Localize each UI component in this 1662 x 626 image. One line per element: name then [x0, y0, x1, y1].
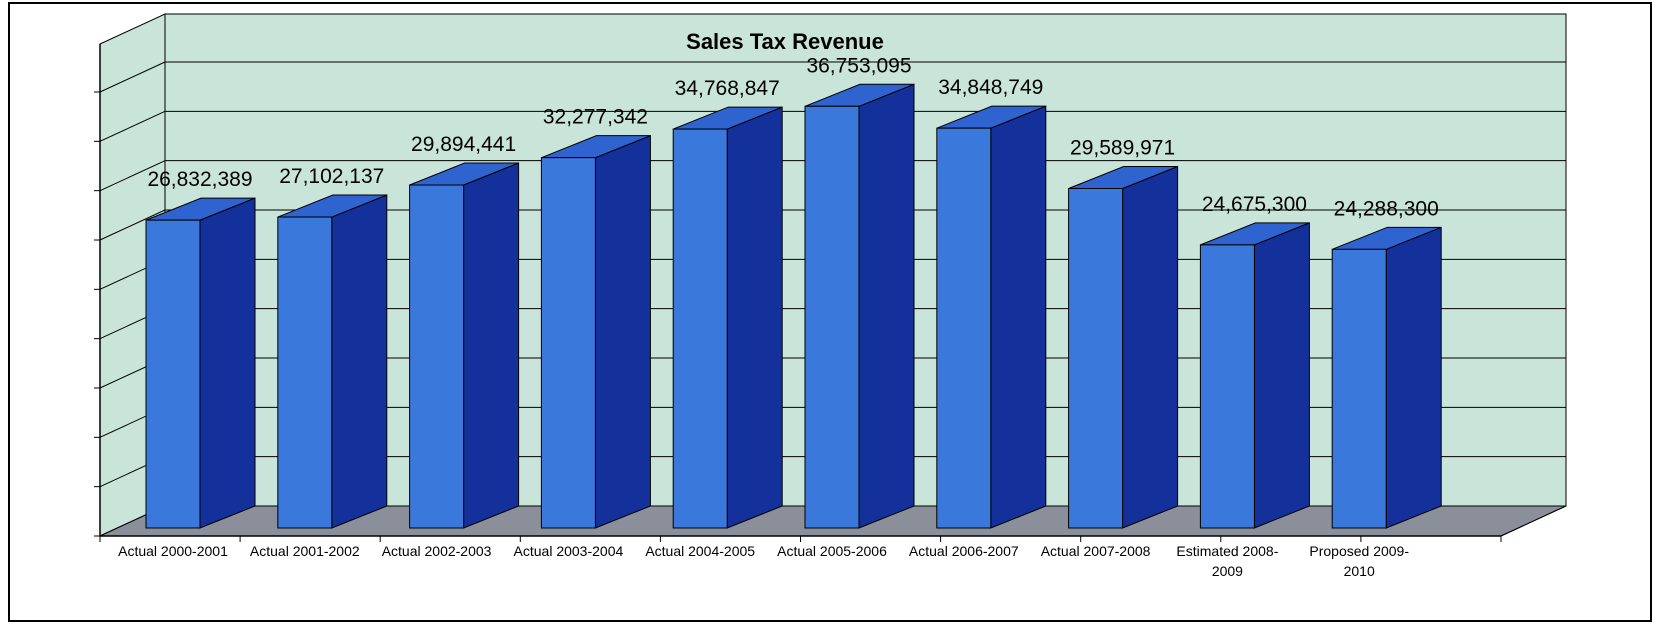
bar-side — [594, 134, 651, 529]
bars — [145, 83, 1442, 529]
bar-side — [990, 105, 1047, 529]
category-label: Actual 2003-2004 — [514, 543, 624, 559]
category-label: Actual 2004-2005 — [645, 543, 755, 559]
bar-front — [672, 128, 728, 529]
bar-front — [145, 219, 201, 529]
bar-front — [409, 184, 465, 529]
gridline-side — [99, 61, 166, 93]
data-label: 24,675,300 — [1202, 193, 1307, 216]
category-label: 2009 — [1212, 563, 1243, 579]
gridline-side — [99, 110, 166, 142]
data-label: 34,848,749 — [938, 76, 1043, 99]
axis-lines — [94, 44, 1567, 542]
bar-side — [858, 83, 915, 529]
bar-front — [936, 127, 992, 529]
bar-side — [463, 162, 520, 529]
bar-front — [1199, 244, 1255, 529]
data-label: 29,589,971 — [1070, 136, 1175, 159]
floor-edge — [1500, 505, 1567, 537]
gridline-side — [99, 209, 166, 241]
bar — [277, 194, 388, 529]
data-label: 24,288,300 — [1334, 197, 1439, 220]
category-label: Proposed 2009- — [1309, 543, 1409, 559]
data-label: 26,832,389 — [147, 168, 252, 191]
bar-side — [1253, 222, 1310, 529]
bar-front — [277, 216, 333, 529]
value-labels: 26,832,389 27,102,137 29,894,441 32,277,342… — [147, 54, 1438, 220]
category-label: Actual 2006-2007 — [909, 543, 1019, 559]
bar — [936, 105, 1047, 529]
category-label: Actual 2001-2002 — [250, 543, 360, 559]
bar — [1199, 222, 1310, 529]
category-label: Actual 2005-2006 — [777, 543, 887, 559]
bar-front — [1068, 187, 1124, 529]
category-labels: Actual 2000-2001 Actual 2001-2002 Actual 2… — [118, 543, 1409, 579]
chart-title: Sales Tax Revenue — [686, 29, 884, 54]
data-label: 36,753,095 — [806, 54, 911, 77]
bar — [145, 197, 256, 529]
bar — [540, 134, 651, 529]
data-label: 27,102,137 — [279, 165, 384, 188]
bar-front — [804, 105, 860, 529]
bar — [672, 106, 783, 529]
data-label: 32,277,342 — [543, 106, 648, 129]
category-label: Estimated 2008- — [1176, 543, 1278, 559]
category-label: Actual 2002-2003 — [382, 543, 492, 559]
data-label: 29,894,441 — [411, 133, 516, 156]
bar-side — [1385, 226, 1442, 529]
bar-front — [1331, 248, 1387, 529]
bar-side — [199, 197, 256, 529]
category-label: 2010 — [1344, 563, 1375, 579]
bar-side — [1122, 165, 1179, 529]
bar — [1068, 165, 1179, 529]
bar-side — [331, 194, 388, 529]
category-label: Actual 2007-2008 — [1041, 543, 1151, 559]
bar — [409, 162, 520, 529]
data-label: 34,768,847 — [675, 77, 780, 100]
bar-side — [726, 106, 783, 529]
bar-front — [540, 157, 596, 529]
bar — [1331, 226, 1442, 529]
bar — [804, 83, 915, 529]
gridline-side — [99, 160, 166, 192]
category-label: Actual 2000-2001 — [118, 543, 228, 559]
